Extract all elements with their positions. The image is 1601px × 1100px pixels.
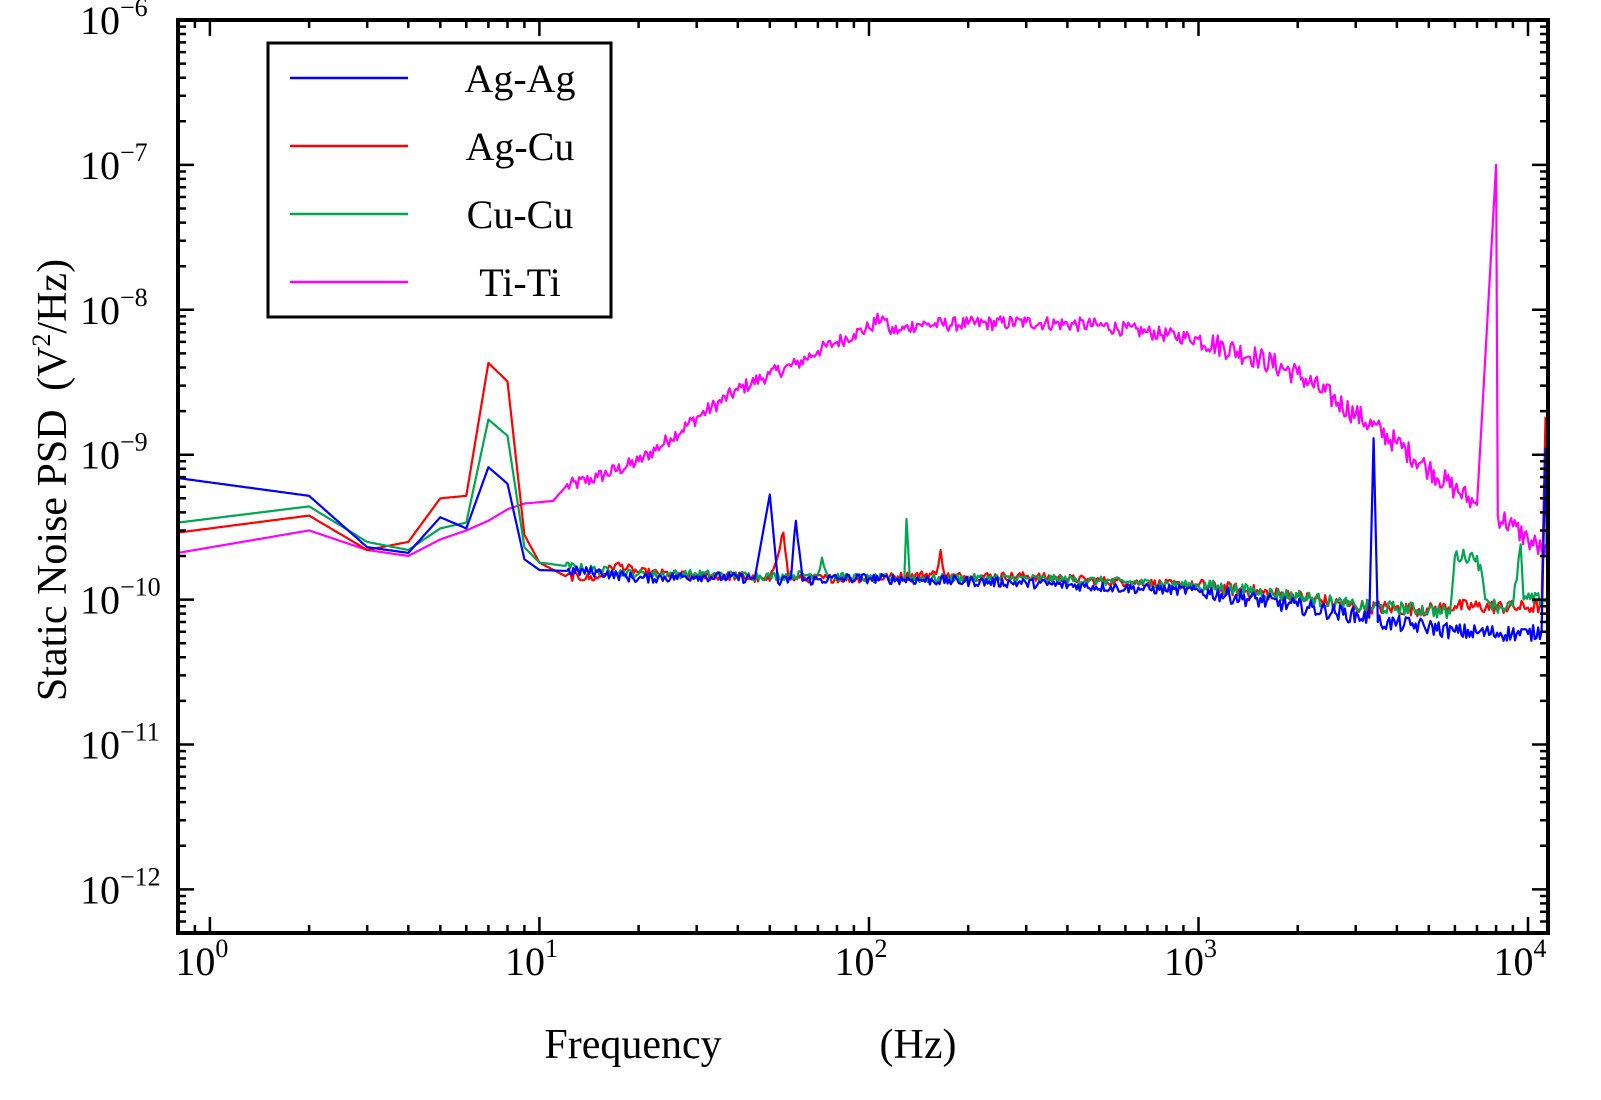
y-tick-label: 10−6 — [80, 0, 148, 43]
legend-box — [266, 41, 613, 319]
legend-label-cu-cu: Cu-Cu — [467, 192, 574, 237]
y-tick-label-exp: −9 — [120, 428, 148, 457]
legend-label-ti-ti: Ti-Ti — [479, 260, 561, 305]
series-line-ti-ti — [178, 163, 1548, 559]
y-tick-label: 10−12 — [80, 862, 161, 912]
y-axis-label-unit-close: /Hz) — [30, 259, 76, 334]
legend-label-ag-cu: Ag-Cu — [466, 124, 575, 169]
y-tick-label-base: 10 — [80, 867, 120, 912]
x-tick-label-base: 10 — [505, 939, 545, 984]
y-axis-label-main: Static Noise PSD — [30, 409, 76, 701]
y-tick-label: 10−9 — [80, 428, 148, 478]
x-tick-label: 103 — [1164, 934, 1217, 984]
y-tick-label-base: 10 — [80, 288, 120, 333]
y-tick-label: 10−7 — [80, 138, 148, 188]
y-tick-label-exp: −6 — [120, 0, 148, 22]
x-tick-label-base: 10 — [175, 939, 215, 984]
y-tick-label-exp: −7 — [120, 138, 148, 167]
y-tick-label-base: 10 — [80, 722, 120, 767]
y-tick-label-base: 10 — [80, 143, 120, 188]
x-tick-label: 102 — [834, 934, 887, 984]
tick-labels-layer: 100 101 102 103 10410−610−710−810−910−1010−1… — [80, 0, 1546, 984]
x-tick-label-exp: 3 — [1204, 934, 1217, 963]
x-tick-label-base: 10 — [834, 939, 874, 984]
x-tick-label-base: 10 — [1493, 939, 1533, 984]
x-tick-label-exp: 1 — [545, 934, 558, 963]
y-tick-label: 10−11 — [80, 717, 160, 767]
y-axis-label-unit-sup: 2 — [27, 334, 56, 347]
y-axis-label-unit-open: (V — [30, 347, 76, 391]
x-tick-label-exp: 2 — [874, 934, 887, 963]
legend-entries: Ag-Ag Ag-Cu Cu-Cu Ti-Ti — [290, 56, 576, 305]
series-line-ag-cu — [178, 361, 1548, 618]
plot-frame — [176, 18, 1550, 935]
x-tick-label-exp: 0 — [215, 934, 228, 963]
y-axis-label: Static Noise PSD (V2/Hz) — [27, 259, 76, 701]
series-layer — [178, 163, 1548, 642]
y-tick-label-base: 10 — [80, 433, 120, 478]
x-axis-unit: (Hz) — [880, 1022, 957, 1068]
x-tick-label-base: 10 — [1164, 939, 1204, 984]
x-tick-label: 101 — [505, 934, 558, 984]
legend-label-ag-ag: Ag-Ag — [464, 56, 575, 101]
x-tick-label-exp: 4 — [1533, 934, 1546, 963]
legend: Ag-Ag Ag-Cu Cu-Cu Ti-Ti — [266, 41, 613, 319]
x-tick-label: 104 — [1493, 934, 1546, 984]
series-line-ag-ag — [178, 437, 1548, 642]
y-tick-label: 10−10 — [80, 573, 161, 623]
y-tick-label-exp: −12 — [120, 862, 161, 891]
y-tick-label-exp: −10 — [120, 573, 161, 602]
x-tick-label: 100 — [175, 934, 228, 984]
x-axis-label: Frequency — [544, 1022, 721, 1068]
y-tick-label-base: 10 — [80, 0, 120, 43]
y-tick-label-base: 10 — [80, 578, 120, 623]
y-tick-label-exp: −8 — [120, 283, 148, 312]
y-tick-label-exp: −11 — [120, 717, 160, 746]
y-tick-label: 10−8 — [80, 283, 148, 333]
